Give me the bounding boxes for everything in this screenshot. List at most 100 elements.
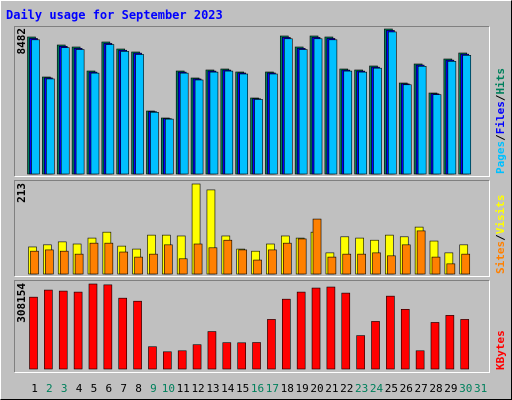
bar [104,242,114,275]
bar [401,244,411,275]
bar [58,290,68,370]
bar [311,287,321,370]
bar [341,292,351,370]
bar [119,251,129,275]
bar [44,289,53,370]
bar [254,99,263,175]
bar [312,218,322,275]
bar [75,49,85,175]
bar [373,67,382,175]
bar [239,73,248,175]
x-tick-label: 13 [206,382,219,395]
legend-separator: / [494,134,507,141]
bar [460,319,470,370]
bar [430,322,440,370]
x-tick-label: 30 [459,382,472,395]
bar [30,250,39,275]
bar [372,252,381,275]
legend-entry: Files [494,101,507,134]
bar [446,263,456,275]
legend-separator: / [494,234,507,241]
x-tick-label: 19 [296,382,309,395]
bar [447,61,457,175]
bar [297,238,307,275]
x-tick-label: 10 [162,382,175,395]
bar [178,258,188,275]
x-tick-label: 6 [106,382,113,395]
bar [90,72,100,175]
x-tick-label: 16 [251,382,264,395]
bar [163,351,172,370]
x-tick-label: 1 [31,382,38,395]
bar [388,31,397,175]
x-tick-label: 24 [370,382,384,395]
x-tick-label: 4 [76,382,83,395]
bar [417,66,427,175]
x-tick-label: 11 [177,382,190,395]
bar [45,249,54,275]
bar [134,256,143,275]
y-tick-label: 308154 [15,283,28,323]
panel-bevel-light [14,280,490,373]
bar [150,111,159,175]
bar [149,253,158,275]
x-tick-label: 12 [191,382,204,395]
bar [133,300,142,370]
bar [387,255,396,275]
bar [358,71,367,175]
bar [252,342,261,370]
x-tick-label: 8 [135,382,142,395]
x-tick-label: 9 [150,382,157,395]
x-tick-label: 31 [474,382,487,395]
bar [237,342,246,370]
bar [296,291,306,370]
bar [461,253,471,275]
bar [148,346,157,370]
bar [298,49,308,175]
bar [208,247,218,275]
legend: KBytes [494,330,507,370]
x-tick-label: 17 [266,382,279,395]
x-tick-label: 29 [444,382,457,395]
bar [326,286,336,370]
bar [313,38,323,175]
bar [462,55,472,175]
bar [193,243,203,275]
bar [386,295,395,370]
x-tick-label: 5 [91,382,98,395]
bar [328,39,338,175]
x-tick-label: 20 [310,382,323,395]
legend-entry: Hits [494,68,507,95]
bar [46,78,55,175]
bar [31,39,40,175]
panel-bevel-dark [14,26,490,177]
bar [120,51,130,175]
y-tick-label: 213 [15,183,28,203]
bar [357,253,366,275]
legend: Pages/Files/Hits [494,68,507,174]
panel-bevel-light [14,26,490,177]
bar [432,94,442,175]
bar [88,283,98,370]
legend-entry: KBytes [494,330,507,370]
bar [431,256,441,275]
bar [105,44,115,175]
bar [356,335,365,370]
bar [164,244,173,275]
x-tick-label: 14 [221,382,235,395]
legend-separator: / [494,94,507,101]
bar [118,297,128,370]
x-tick-label: 21 [325,382,338,395]
bar [400,308,410,370]
x-tick-label: 7 [120,382,127,395]
bar [283,38,293,175]
bar [135,54,144,175]
bar [343,70,353,175]
bar [222,342,232,370]
bar [253,259,262,275]
bar [269,73,278,175]
x-tick-label: 25 [385,382,398,395]
panel-bevel-dark [14,280,490,373]
bar [207,331,217,370]
